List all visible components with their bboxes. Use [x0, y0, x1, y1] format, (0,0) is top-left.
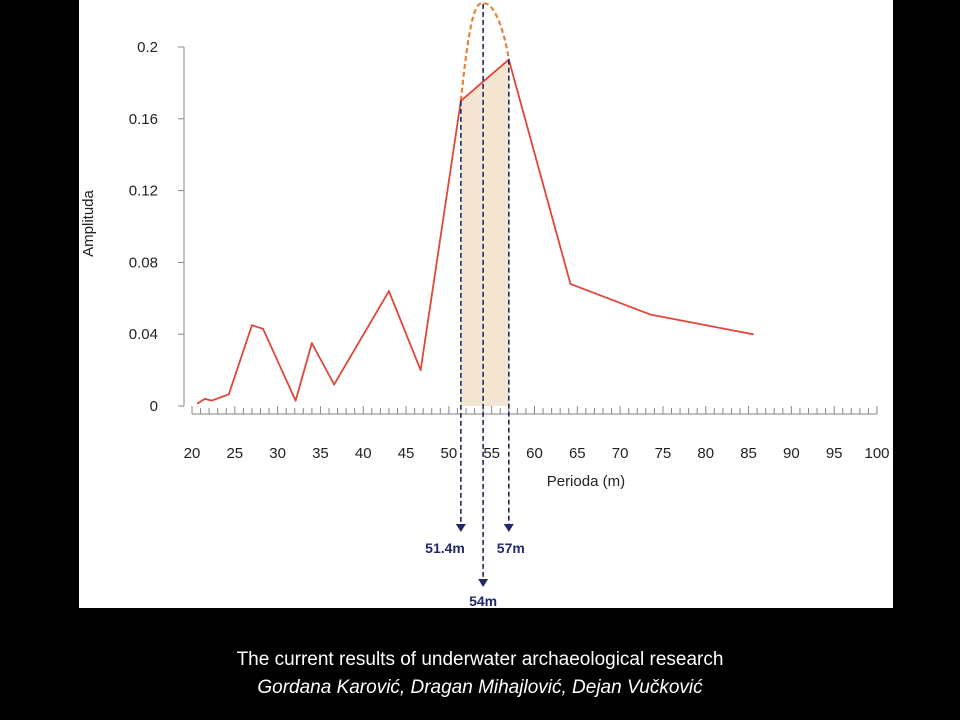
series-point	[419, 369, 422, 372]
x-tick-label: 75	[655, 445, 672, 462]
series-point	[294, 399, 297, 402]
series-point	[649, 313, 652, 316]
caption: The current results of underwater archae…	[0, 646, 960, 702]
y-tick-label: 0.16	[129, 111, 158, 128]
marker-layer: 51.4m 57m 54m	[425, 3, 525, 608]
x-tick-label: 55	[483, 445, 500, 462]
caption-authors: Gordana Karović, Dragan Mihajlović, Deja…	[257, 677, 703, 698]
x-tick-label: 85	[740, 445, 757, 462]
x-tick-label: 50	[441, 445, 458, 462]
x-tick-label: 25	[226, 445, 243, 462]
marker-arrow	[455, 524, 466, 532]
x-tick-label: 90	[783, 445, 800, 462]
axes: 0 0.04 0.08 0.12 0.16 0.2 20 25 30 35 40 45 50 55 60 65…	[129, 39, 890, 462]
series-point	[262, 327, 265, 330]
highlight-band-layer	[460, 59, 509, 406]
series-point	[333, 383, 336, 386]
x-tick-label: 60	[526, 445, 543, 462]
y-axis-title: Amplituda	[80, 189, 97, 256]
x-tick-label: 80	[697, 445, 714, 462]
series-point	[387, 290, 390, 293]
marker-arrow	[478, 579, 489, 587]
x-tick-label: 100	[864, 445, 889, 462]
marker-label: 54m	[469, 593, 497, 608]
series-point	[310, 342, 313, 345]
x-tick-label: 65	[569, 445, 586, 462]
caption-title: The current results of underwater archae…	[236, 649, 724, 670]
x-tick-label: 40	[355, 445, 372, 462]
x-tick-label: 30	[269, 445, 286, 462]
y-tick-label: 0.08	[129, 254, 158, 271]
x-axis-title: Perioda (m)	[547, 473, 625, 490]
x-tick-label: 35	[312, 445, 329, 462]
periodogram-chart: 0 0.04 0.08 0.12 0.16 0.2 20 25 30 35 40 45 50 55 60 65…	[80, 2, 890, 608]
interpolated-peak-curve	[459, 2, 510, 101]
x-tick-label: 20	[184, 445, 201, 462]
series-point	[210, 399, 213, 402]
series-point	[751, 333, 754, 336]
series-point	[569, 282, 572, 285]
y-tick-label: 0.2	[137, 39, 158, 56]
x-tick-label: 70	[612, 445, 629, 462]
y-tick-label: 0.04	[129, 326, 158, 343]
marker-arrow	[503, 524, 514, 532]
highlight-band	[460, 59, 509, 406]
x-tick-label: 45	[398, 445, 415, 462]
chart-panel: 0 0.04 0.08 0.12 0.16 0.2 20 25 30 35 40 45 50 55 60 65…	[79, 0, 893, 608]
marker-label: 51.4m	[425, 540, 465, 556]
series-point	[203, 397, 206, 400]
series-point	[227, 393, 230, 396]
series-point	[250, 324, 253, 327]
series-line	[197, 58, 754, 405]
x-tick-label: 95	[826, 445, 843, 462]
marker-label: 57m	[497, 540, 525, 556]
y-tick-label: 0	[150, 398, 158, 415]
series-point	[196, 402, 199, 405]
y-tick-label: 0.12	[129, 183, 158, 200]
